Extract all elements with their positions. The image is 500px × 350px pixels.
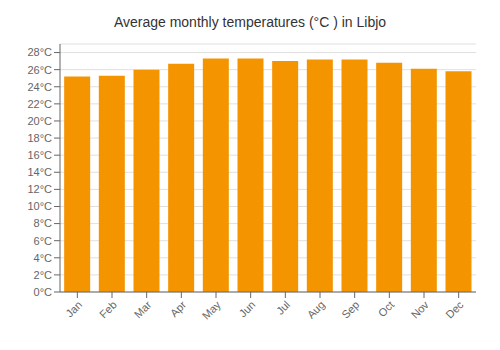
svg-text:6°C: 6°C (34, 235, 53, 247)
svg-text:Jan: Jan (63, 298, 84, 319)
svg-text:Jul: Jul (274, 298, 292, 316)
svg-text:2°C: 2°C (34, 269, 53, 281)
svg-text:26°C: 26°C (27, 64, 52, 76)
svg-text:Mar: Mar (132, 298, 154, 320)
svg-text:Dec: Dec (443, 298, 466, 321)
svg-text:Oct: Oct (376, 298, 397, 319)
svg-text:May: May (200, 298, 224, 322)
svg-text:0°C: 0°C (34, 286, 53, 298)
svg-text:Sep: Sep (339, 298, 361, 320)
svg-text:12°C: 12°C (27, 183, 52, 195)
svg-text:14°C: 14°C (27, 166, 52, 178)
svg-text:22°C: 22°C (27, 98, 52, 110)
svg-text:Feb: Feb (97, 298, 119, 320)
svg-text:10°C: 10°C (27, 200, 52, 212)
svg-text:4°C: 4°C (34, 252, 53, 264)
svg-text:Aug: Aug (305, 298, 327, 320)
svg-text:18°C: 18°C (27, 132, 52, 144)
svg-text:16°C: 16°C (27, 149, 52, 161)
svg-text:24°C: 24°C (27, 81, 52, 93)
svg-text:Nov: Nov (409, 298, 432, 321)
svg-text:Jun: Jun (237, 298, 258, 319)
html-text:Average monthly temperatures (: Average monthly temperatures (°C ) in Li… (113, 14, 387, 30)
svg-text:20°C: 20°C (27, 115, 52, 127)
svg-text:28°C: 28°C (27, 46, 52, 58)
svg-text:8°C: 8°C (34, 217, 53, 229)
svg-text:Apr: Apr (168, 298, 189, 319)
